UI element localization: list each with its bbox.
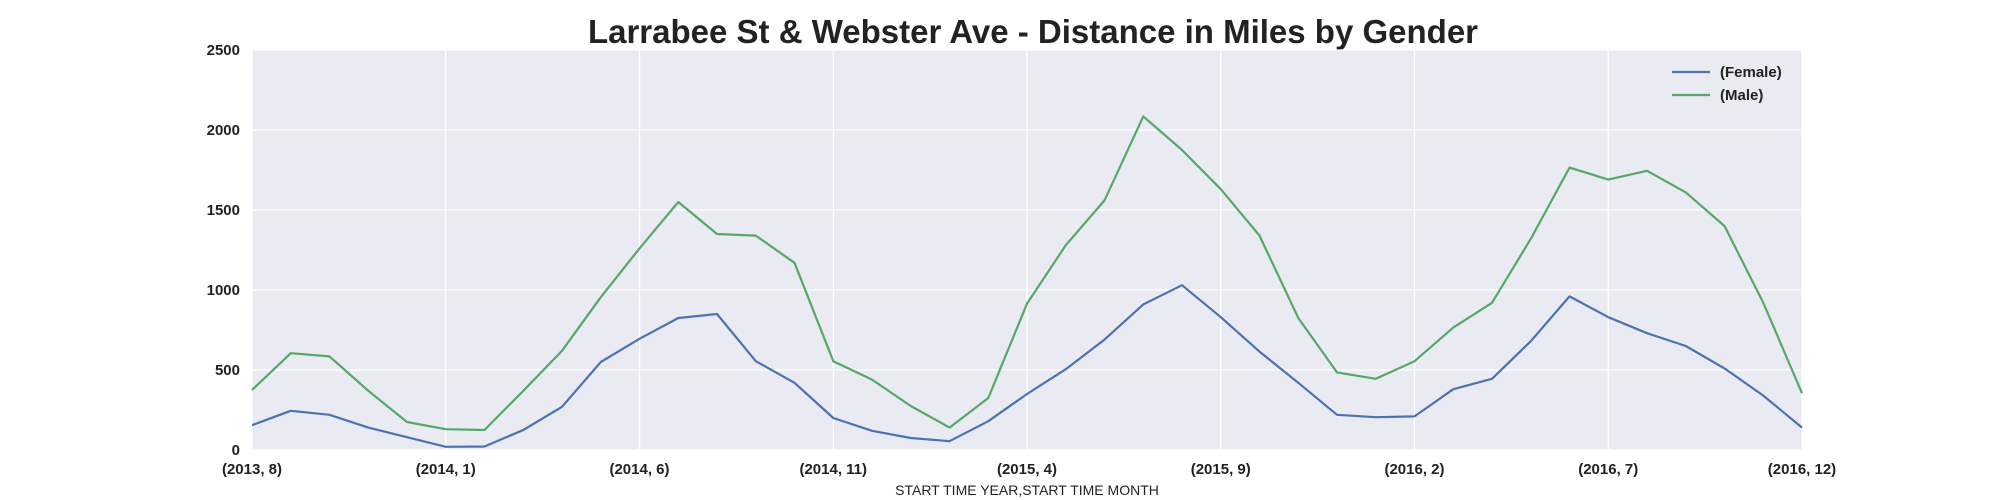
series-line-female [251, 284, 1803, 448]
x-axis-ticks: (2013, 8) (2014, 1) (2014, 6) (2014, 11) (20… [222, 461, 1836, 478]
y-tick-label: 0 [232, 442, 240, 459]
y-tick-label: 1000 [207, 282, 240, 299]
legend-label: (Male) [1720, 87, 1763, 104]
x-tick-label: (2016, 2) [1384, 461, 1444, 478]
x-tick-label: (2014, 6) [609, 461, 669, 478]
grid [251, 49, 1803, 451]
x-tick-label: (2014, 1) [416, 461, 476, 478]
y-axis-ticks: 0 500 1000 1500 2000 2500 [207, 42, 240, 459]
y-tick-label: 500 [215, 362, 240, 379]
x-tick-label: (2013, 8) [222, 461, 282, 478]
chart-title: Larrabee St & Webster Ave - Distance in … [588, 13, 1478, 50]
y-tick-label: 1500 [207, 202, 240, 219]
legend-label: (Female) [1720, 64, 1782, 81]
x-tick-label: (2015, 4) [997, 461, 1057, 478]
y-tick-label: 2000 [207, 122, 240, 139]
x-tick-label: (2016, 7) [1578, 461, 1638, 478]
x-tick-label: (2015, 9) [1191, 461, 1251, 478]
x-tick-label: (2014, 11) [799, 461, 867, 478]
legend: (Female) (Male) [1672, 64, 1782, 104]
x-tick-label: (2016, 12) [1768, 461, 1836, 478]
x-axis-label: START TIME YEAR,START TIME MONTH [895, 482, 1159, 498]
y-tick-label: 2500 [207, 42, 240, 59]
series-line-male [251, 115, 1804, 432]
series-lines [251, 115, 1804, 448]
